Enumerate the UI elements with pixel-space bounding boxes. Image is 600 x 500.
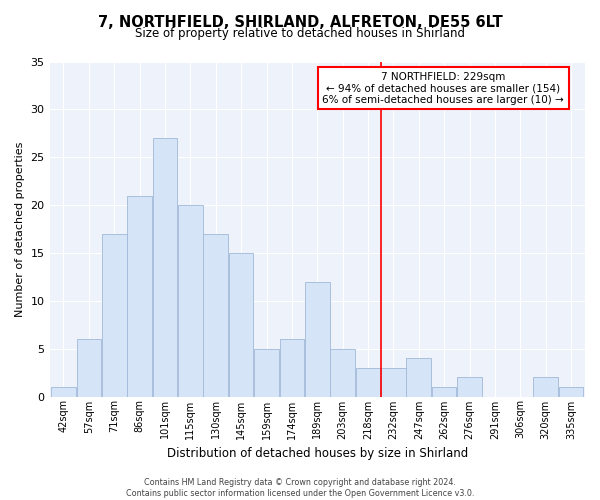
Text: Size of property relative to detached houses in Shirland: Size of property relative to detached ho…: [135, 28, 465, 40]
Bar: [178, 205, 203, 396]
Bar: [356, 368, 380, 396]
Bar: [102, 234, 127, 396]
X-axis label: Distribution of detached houses by size in Shirland: Distribution of detached houses by size …: [167, 447, 468, 460]
Y-axis label: Number of detached properties: Number of detached properties: [15, 142, 25, 316]
Bar: [457, 378, 482, 396]
Bar: [559, 387, 583, 396]
Bar: [152, 138, 178, 396]
Bar: [331, 348, 355, 397]
Bar: [51, 387, 76, 396]
Bar: [305, 282, 329, 397]
Text: 7, NORTHFIELD, SHIRLAND, ALFRETON, DE55 6LT: 7, NORTHFIELD, SHIRLAND, ALFRETON, DE55 …: [98, 15, 502, 30]
Bar: [432, 387, 457, 396]
Bar: [254, 348, 279, 397]
Text: 7 NORTHFIELD: 229sqm
← 94% of detached houses are smaller (154)
6% of semi-detac: 7 NORTHFIELD: 229sqm ← 94% of detached h…: [322, 72, 564, 105]
Bar: [406, 358, 431, 397]
Text: Contains HM Land Registry data © Crown copyright and database right 2024.
Contai: Contains HM Land Registry data © Crown c…: [126, 478, 474, 498]
Bar: [203, 234, 228, 396]
Bar: [533, 378, 558, 396]
Bar: [77, 339, 101, 396]
Bar: [127, 196, 152, 396]
Bar: [229, 253, 253, 396]
Bar: [381, 368, 406, 396]
Bar: [280, 339, 304, 396]
